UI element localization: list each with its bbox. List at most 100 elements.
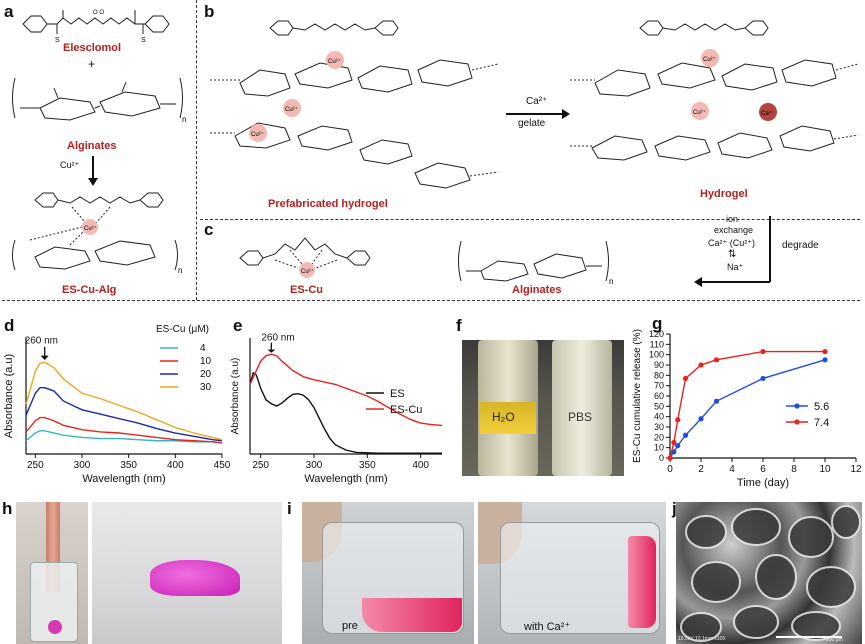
y-tick-label: 90: [654, 360, 664, 370]
ion-exchange-line1: ion: [726, 214, 739, 224]
elesclomol-label: Elesclomol: [63, 42, 122, 54]
h2o-liquid-band: [480, 402, 536, 434]
gelate-label: gelate: [518, 118, 546, 129]
x-tick-label: 350: [120, 460, 137, 471]
es-cu-alg-label: ES-Cu-Alg: [62, 284, 117, 296]
x-tick-label: 12: [850, 464, 862, 475]
series-line-30: [25, 361, 223, 441]
legend-marker-5.6: [794, 403, 800, 409]
svg-text:Ca²⁺: Ca²⁺: [761, 110, 774, 117]
equilibrium-arrows: ⇅: [728, 249, 737, 260]
data-point-5.6: [713, 398, 720, 404]
legend-title: ES-Cu (μM): [156, 324, 209, 335]
axes: [249, 338, 442, 458]
ion-exchange-line2: exchange: [714, 225, 754, 235]
panel-label-b: b: [204, 2, 215, 21]
legend-entry-7.4: 7.4: [814, 417, 829, 429]
legend-entry-5.6: 5.6: [814, 401, 829, 413]
alginates-label-a: Alginates: [67, 140, 117, 152]
solubility-photo: H₂O PBS: [462, 340, 624, 476]
svg-text:S: S: [141, 37, 146, 44]
y-tick-label: 100: [649, 350, 664, 360]
divider-b-c: [200, 219, 860, 220]
series-line-ES-Cu: [249, 353, 443, 427]
gelate-arrow-head: [562, 109, 570, 119]
sem-info-text: 15.0kV 10.1mm x100: [678, 636, 726, 642]
degrade-arrow-head: [694, 277, 702, 287]
degrade-arrow-horizontal: [700, 281, 770, 283]
ion-exchange-line3: Ca²⁺ (Cu²⁺): [708, 238, 755, 248]
divider-top-bottom: [2, 300, 860, 301]
x-tick-label: 300: [74, 460, 91, 471]
x-axis-label: Wavelength (nm): [304, 473, 387, 485]
es-cu-label: ES-Cu: [290, 284, 323, 296]
alginates-label-c: Alginates: [512, 284, 562, 296]
svg-text:Cu²⁺: Cu²⁺: [84, 225, 97, 232]
series-line-20: [25, 387, 223, 442]
data-point-7.4: [667, 455, 673, 461]
cu-reagent-label: Cu²⁺: [60, 160, 80, 170]
panel-label-j: j: [672, 499, 677, 518]
legend-entry-ES-Cu: ES-Cu: [390, 404, 422, 416]
es-cu-structure: Cu²⁺: [239, 237, 371, 278]
annotation-arrowhead: [267, 349, 276, 353]
alginate-structure-c: n: [458, 240, 613, 286]
series-line-5.6: [669, 359, 826, 459]
prefabricated-hydrogel-structure: Cu²⁺ Cu²⁺ Cu²⁺: [210, 20, 499, 189]
data-point-7.4: [760, 348, 766, 355]
y-tick-label: 120: [649, 329, 664, 339]
alginate-structure-a: n: [12, 77, 186, 124]
y-tick-label: 30: [654, 422, 664, 432]
x-tick-label: 250: [252, 460, 269, 471]
x-axis-label: Wavelength (nm): [82, 473, 165, 485]
sem-porous-texture: [680, 505, 861, 642]
gel-drop: [48, 620, 62, 634]
series-line-7.4: [669, 350, 825, 459]
with-ca-label: with Ca²⁺: [524, 621, 571, 633]
x-tick-label: 8: [791, 464, 797, 475]
hydrogel-structure: Cu²⁺ Cu²⁺ Ca²⁺: [570, 20, 859, 161]
series-line-10: [25, 416, 223, 444]
panel-label-g: g: [652, 314, 663, 333]
axes: [666, 333, 857, 462]
data-point-5.6: [682, 432, 689, 438]
svg-text:Cu²⁺: Cu²⁺: [285, 106, 298, 113]
y-tick-label: 60: [654, 391, 664, 401]
svg-text:Cu²⁺: Cu²⁺: [328, 58, 341, 65]
divider-vertical-a-b: [196, 0, 197, 300]
degrade-label: degrade: [782, 240, 819, 251]
vial-pre-photo: pre: [302, 502, 474, 644]
svg-text:S: S: [55, 37, 60, 44]
vial-with-ca-photo: with Ca²⁺: [478, 502, 666, 644]
sem-image: 15.0kV 10.1mm x100 200 μm: [676, 502, 862, 644]
svg-text:Cu²⁺: Cu²⁺: [703, 56, 716, 63]
sem-scale-bar: [776, 636, 842, 638]
na-label: Na⁺: [727, 262, 744, 272]
degrade-arrow-vertical: [769, 216, 771, 282]
data-point-7.4: [671, 439, 677, 446]
x-tick-label: 4: [729, 464, 735, 475]
annotation-260nm: 260 nm: [25, 336, 58, 347]
y-tick-label: 80: [654, 370, 664, 380]
y-tick-label: 10: [654, 443, 664, 453]
legend-entry-4: 4: [200, 343, 206, 354]
x-tick-label: 250: [27, 460, 44, 471]
absorbance-chart-es-cu-concentration: 250 300 350 400 450 Wavelength (nm) Absorbance…: [3, 324, 231, 485]
magenta-gel: [150, 560, 240, 596]
data-point-7.4: [698, 362, 704, 368]
y-tick-label: 20: [654, 432, 664, 442]
y-tick-label: 0: [659, 453, 664, 463]
reaction-arrow-down-head: [88, 178, 98, 186]
y-tick-label: 110: [650, 339, 664, 349]
svg-text:n: n: [178, 266, 182, 275]
svg-text:O O: O O: [93, 10, 104, 16]
annotation-260nm: 260 nm: [261, 332, 294, 343]
svg-text:n: n: [182, 115, 186, 124]
injection-photo: [16, 502, 88, 644]
elesclomol-structure: S S O O: [22, 10, 170, 44]
cumulative-release-chart: 0 2 4 6 8 10 120102030405060708090100110120Tim…: [632, 329, 862, 489]
data-point-7.4: [682, 375, 689, 382]
data-point-7.4: [822, 348, 828, 355]
plus-sign: +: [88, 57, 96, 71]
axes: [25, 338, 223, 458]
